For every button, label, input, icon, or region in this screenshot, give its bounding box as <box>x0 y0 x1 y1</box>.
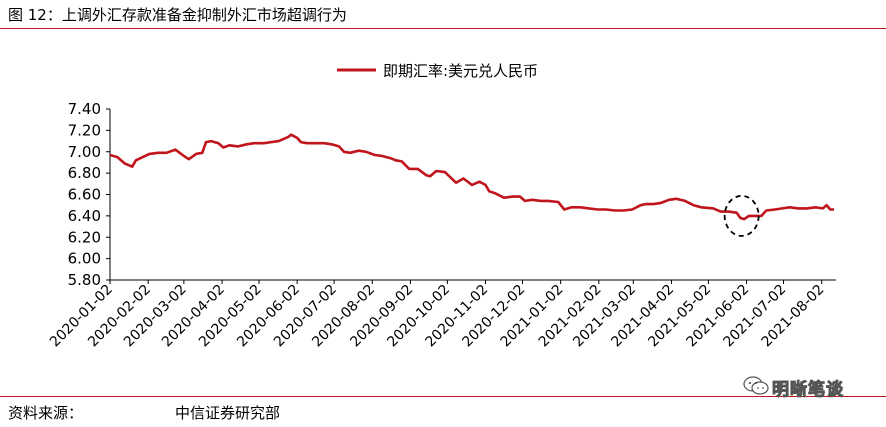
watermark: 明晰笔谈 <box>742 374 882 401</box>
plot-area: 7.40 7.20 7.00 6.80 6.60 6.40 6.20 6.00 5.80 202… <box>47 100 836 350</box>
y-tick-label: 7.20 <box>68 121 101 139</box>
y-tick-label: 5.80 <box>68 271 101 289</box>
y-tick-label: 6.20 <box>68 228 101 246</box>
title-rule <box>0 28 886 29</box>
usd-cny-series-line <box>109 133 834 221</box>
figure-title: 图 12：上调外汇存款准备金抑制外汇市场超调行为 <box>8 6 347 24</box>
source-value: 中信证券研究部 <box>175 404 281 422</box>
y-tick-label: 7.00 <box>68 143 101 161</box>
x-tick-labels: 2020-01-022020-02-022020-03-022020-04-02… <box>47 280 828 350</box>
line-chart: 即期汇率:美元兑人民币 7.40 7.20 7.00 6.80 6.60 6.40 6.20… <box>47 62 836 350</box>
watermark-text: 明晰笔谈 <box>772 380 844 401</box>
source-rule <box>0 396 886 397</box>
y-tick-label: 6.80 <box>68 164 101 182</box>
y-tick-label: 6.40 <box>68 207 101 225</box>
legend: 即期汇率:美元兑人民币 <box>337 62 538 80</box>
annotation-dashed-circle <box>723 194 760 237</box>
y-tick-labels: 7.40 7.20 7.00 6.80 6.60 6.40 6.20 6.00 5.80 <box>68 100 110 289</box>
y-tick-label: 7.40 <box>68 100 101 118</box>
source-label: 资料来源： <box>8 404 84 422</box>
annotations <box>723 194 760 237</box>
y-tick-label: 6.60 <box>68 186 101 204</box>
legend-label: 即期汇率:美元兑人民币 <box>383 62 538 80</box>
wechat-icon <box>743 376 769 395</box>
y-tick-label: 6.00 <box>68 250 101 268</box>
